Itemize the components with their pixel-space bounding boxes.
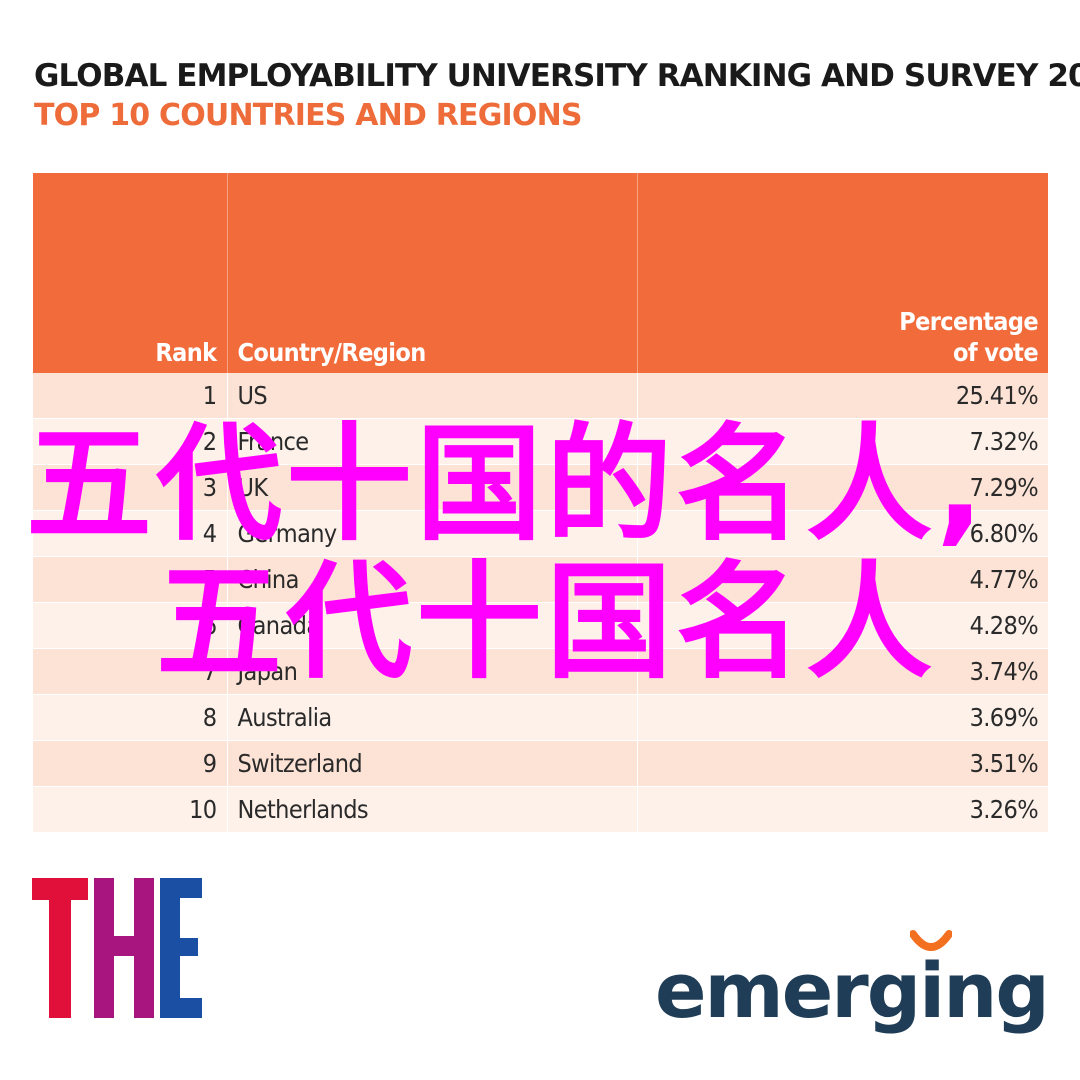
vote-cell: 3.51% (637, 740, 1048, 787)
page-subtitle: TOP 10 COUNTRIES AND REGIONS (34, 98, 583, 133)
rank-cell: 7 (33, 648, 228, 695)
vote-cell: 3.74% (637, 648, 1048, 695)
rank-cell: 3 (33, 464, 228, 511)
table-header-row: Rank Country/Region Percentage of vote (33, 173, 1048, 373)
the-logo-letter-t (32, 878, 88, 1018)
country-cell: Netherlands (227, 786, 638, 833)
rank-cell: 4 (33, 510, 228, 557)
emerging-logo: emerging (655, 930, 1050, 1050)
table-row: 9 Switzerland 3.51% (33, 740, 1048, 787)
country-cell: Japan (227, 648, 638, 695)
page-title: GLOBAL EMPLOYABILITY UNIVERSITY RANKING … (34, 58, 1080, 94)
vote-cell: 4.28% (637, 602, 1048, 649)
vote-cell: 7.29% (637, 464, 1048, 511)
country-cell: Australia (227, 694, 638, 741)
rank-cell: 1 (33, 373, 228, 419)
rank-cell: 5 (33, 556, 228, 603)
table-row: 4 Germany 6.80% (33, 510, 1048, 557)
country-cell: UK (227, 464, 638, 511)
vote-cell: 25.41% (637, 373, 1048, 419)
table-row: 3 UK 7.29% (33, 464, 1048, 511)
rank-cell: 8 (33, 694, 228, 741)
country-cell: China (227, 556, 638, 603)
emerging-wordmark: emerging (655, 946, 1050, 1035)
table-row: 1 US 25.41% (33, 373, 1048, 419)
rank-cell: 2 (33, 418, 228, 465)
the-logo-letter-h (94, 878, 154, 1018)
country-cell: Switzerland (227, 740, 638, 787)
table-row: 8 Australia 3.69% (33, 694, 1048, 741)
country-cell: Canada (227, 602, 638, 649)
vote-cell: 3.69% (637, 694, 1048, 741)
table-row: 10 Netherlands 3.26% (33, 786, 1048, 833)
ranking-table: Rank Country/Region Percentage of vote 1… (33, 173, 1048, 833)
column-header-country: Country/Region (227, 173, 638, 373)
country-cell: Germany (227, 510, 638, 557)
country-cell: US (227, 373, 638, 419)
rank-cell: 9 (33, 740, 228, 787)
table-row: 6 Canada 4.28% (33, 602, 1048, 649)
vote-cell: 7.32% (637, 418, 1048, 465)
vote-cell: 4.77% (637, 556, 1048, 603)
rank-cell: 6 (33, 602, 228, 649)
table-row: 5 China 4.77% (33, 556, 1048, 603)
rank-cell: 10 (33, 786, 228, 833)
vote-cell: 6.80% (637, 510, 1048, 557)
table-row: 7 Japan 3.74% (33, 648, 1048, 695)
column-header-vote-label: Percentage of vote (899, 307, 1038, 367)
emerging-smile-icon (910, 930, 952, 951)
column-header-rank: Rank (33, 173, 228, 373)
column-header-vote: Percentage of vote (637, 173, 1048, 373)
the-logo (32, 878, 202, 1018)
table-row: 2 France 7.32% (33, 418, 1048, 465)
the-logo-letter-e (160, 878, 202, 1018)
country-cell: France (227, 418, 638, 465)
vote-cell: 3.26% (637, 786, 1048, 833)
